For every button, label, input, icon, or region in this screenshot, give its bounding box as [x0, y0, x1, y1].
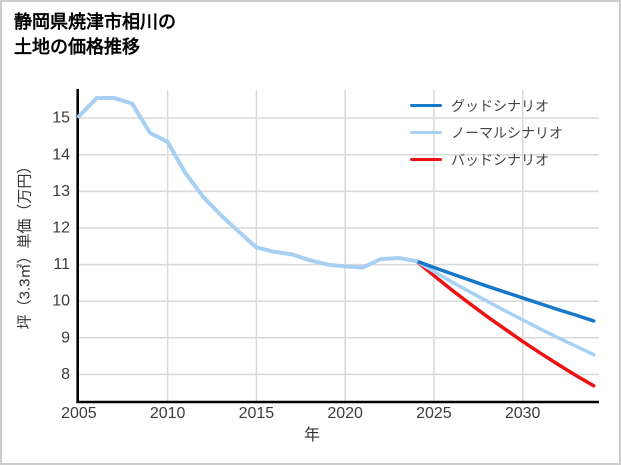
series-line-good	[414, 259, 596, 323]
legend-label-good-scenario: グッドシナリオ	[451, 97, 549, 114]
x-tick-label: 2005	[61, 405, 97, 422]
legend-item-bad-scenario[interactable]: バッドシナリオ	[410, 146, 563, 173]
legend-label-normal-scenario: ノーマルシナリオ	[451, 124, 563, 141]
series-line-bad	[414, 259, 596, 388]
good-scenario-line-swatch	[410, 104, 442, 107]
y-tick-label: 9	[61, 329, 70, 346]
x-tick-label: 2020	[327, 405, 363, 422]
y-tick-label: 14	[52, 146, 70, 163]
chart-title-line2: 土地の価格推移	[14, 37, 140, 57]
bad-scenario-line-swatch	[410, 158, 442, 161]
y-tick-label: 13	[52, 183, 70, 200]
legend-item-normal-scenario[interactable]: ノーマルシナリオ	[410, 119, 563, 146]
chart-title: 静岡県焼津市相川の 土地の価格推移	[14, 10, 176, 60]
normal-scenario-line-swatch	[410, 131, 442, 134]
legend-label-bad-scenario: バッドシナリオ	[451, 151, 549, 168]
x-tick-label: 2025	[416, 405, 452, 422]
x-tick-label: 2015	[239, 405, 275, 422]
y-tick-label: 12	[52, 219, 70, 236]
chart-title-line1: 静岡県焼津市相川の	[14, 12, 176, 32]
legend: グッドシナリオ ノーマルシナリオ バッドシナリオ	[410, 92, 563, 173]
legend-item-good-scenario[interactable]: グッドシナリオ	[410, 92, 563, 119]
series-line-normal	[414, 259, 596, 357]
y-tick-label: 15	[52, 110, 70, 127]
x-axis-title: 年	[303, 427, 321, 444]
y-tick-label: 11	[53, 256, 70, 273]
series-line-history	[76, 96, 419, 270]
y-axis-title: 坪（3.3㎡）単価（万円）	[16, 158, 34, 330]
y-tick-label: 10	[52, 293, 70, 310]
x-tick-label: 2010	[150, 405, 186, 422]
y-tick-label: 8	[61, 366, 70, 383]
x-tick-label: 2030	[505, 405, 541, 422]
